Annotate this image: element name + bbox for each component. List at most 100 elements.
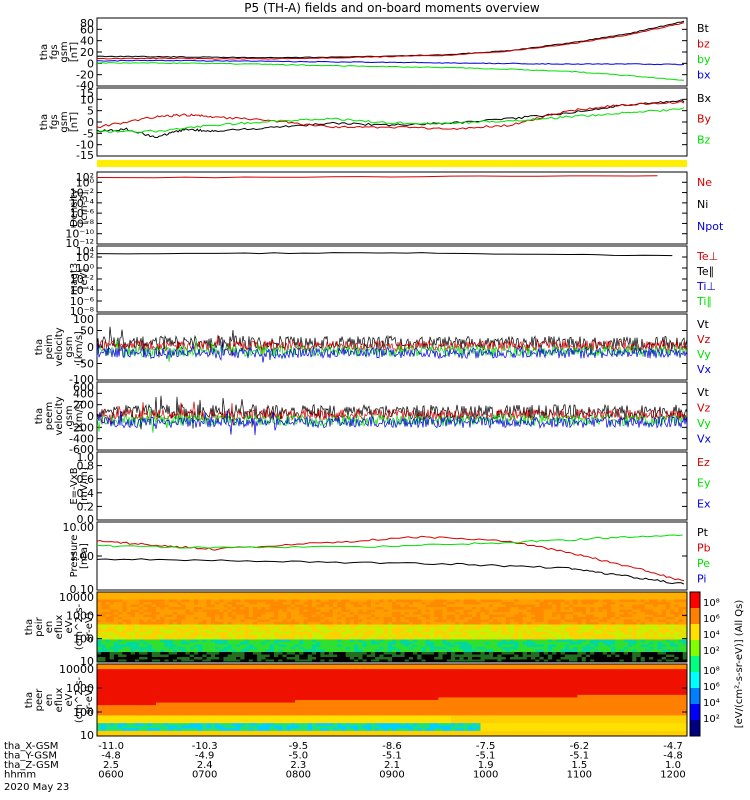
y-tick-label: 10⁻⁸ bbox=[70, 305, 95, 318]
series-line bbox=[96, 175, 658, 179]
x-tick-label: 1000 bbox=[473, 770, 498, 781]
y-axis-label: magt3 bbox=[69, 263, 80, 296]
y-tick-label: 1000 bbox=[66, 609, 94, 622]
y-tick-label: 10² bbox=[76, 251, 94, 264]
legend-entry: Vz bbox=[697, 402, 711, 415]
x-tick-label: 2.5 bbox=[103, 760, 119, 771]
x-tick-label: -5.1 bbox=[476, 751, 496, 762]
y-tick-label: 10⁻⁴ bbox=[70, 284, 95, 297]
legend-entry: Bx bbox=[697, 92, 712, 105]
series-line bbox=[96, 107, 685, 133]
y-axis-label: tha bbox=[24, 619, 35, 635]
legend-entry: Vy bbox=[697, 417, 711, 430]
y-axis-label: velocity bbox=[54, 396, 65, 435]
x-tick-label: 1100 bbox=[567, 770, 592, 781]
y-tick-label: 10⁻² bbox=[70, 187, 94, 200]
y-tick-label: 100 bbox=[73, 633, 94, 646]
series-line bbox=[97, 59, 685, 66]
x-tick-label: -4.8 bbox=[663, 751, 683, 762]
y-tick-label: 50 bbox=[80, 325, 94, 338]
colorbar-tick: 10⁶ bbox=[703, 682, 720, 693]
x-tick-label: 2.4 bbox=[197, 760, 213, 771]
colorbar-tick: 10⁸ bbox=[703, 666, 720, 677]
y-tick-label: 10⁻⁴ bbox=[70, 197, 95, 210]
x-tick-label: -5.1 bbox=[382, 751, 402, 762]
panel-frame bbox=[96, 663, 688, 737]
series-line bbox=[96, 558, 685, 585]
series-line bbox=[96, 99, 685, 138]
series-line bbox=[96, 339, 688, 362]
panel-frame bbox=[96, 451, 688, 521]
yellow-status-bar bbox=[97, 160, 687, 167]
panel-frame bbox=[96, 521, 688, 591]
y-axis-label: tha bbox=[34, 339, 45, 355]
x-axis: tha_X-GSM -11.0 -10.3 -9.5 -8.6 -7.5 -6.2 -4.7 t… bbox=[4, 741, 686, 793]
y-tick-label: 600 bbox=[73, 381, 94, 394]
x-tick-label: 0800 bbox=[286, 770, 311, 781]
y-tick-label: 1000 bbox=[66, 682, 94, 695]
y-axis-label: fgs bbox=[49, 44, 60, 59]
legend-entry: Ti⊥ bbox=[696, 280, 716, 293]
y-tick-label: 0.8 bbox=[77, 460, 95, 473]
x-row-label: tha_X-GSM bbox=[4, 741, 58, 752]
panel-peer-eflux: 10000 1000 100 10 tha peer en eflux eV (cm^2-s-sr… bbox=[24, 663, 688, 742]
y-axis-label: peim bbox=[44, 334, 55, 359]
legend-entry: Npot bbox=[697, 220, 724, 233]
series-line bbox=[96, 341, 688, 363]
y-axis-label: [mV/m] bbox=[79, 467, 90, 505]
y-tick-label: 10⁻¹² bbox=[65, 237, 94, 250]
y-axis-label: eflux bbox=[54, 688, 65, 713]
panel-e-field: 1.00.80.60.40.20.0 E=-VxB [mV/m] Ez Ey Ex bbox=[69, 451, 711, 526]
legend-entry: Bz bbox=[697, 133, 711, 146]
y-axis-label: eflux bbox=[54, 615, 65, 640]
x-tick-label: 1200 bbox=[660, 770, 685, 781]
y-axis-label: [km/s] bbox=[74, 400, 85, 432]
y-axis-label: fgs bbox=[49, 114, 60, 129]
y-axis-label: [nT] bbox=[69, 112, 80, 132]
y-axis-label: gsm bbox=[59, 41, 70, 62]
colorbar-tick: 10² bbox=[703, 646, 720, 657]
series-line bbox=[96, 534, 683, 549]
y-axis-label: [km/s] bbox=[74, 331, 85, 363]
x-tick-label: -4.8 bbox=[101, 751, 121, 762]
y-tick-label: 0.4 bbox=[77, 487, 95, 500]
legend-entry: Vz bbox=[697, 333, 711, 346]
legend-entry: Ey bbox=[697, 477, 711, 490]
x-tick-label: 2.3 bbox=[290, 760, 306, 771]
y-axis-label: eV bbox=[64, 620, 75, 633]
x-tick-label: -8.6 bbox=[382, 741, 402, 752]
panel-frame bbox=[96, 591, 688, 663]
y-tick-label: 10000 bbox=[59, 591, 94, 604]
y-tick-label: 10 bbox=[80, 729, 94, 742]
y-axis-label: gsm bbox=[59, 111, 70, 132]
y-axis-label: velocity bbox=[54, 327, 65, 366]
y-tick-label: 10⁻⁸ bbox=[70, 217, 95, 230]
y-tick-label: -10 bbox=[76, 139, 94, 152]
x-tick-label: 1.5 bbox=[571, 760, 587, 771]
y-tick-label: 80 bbox=[80, 17, 94, 30]
legend-entry: Bt bbox=[697, 22, 710, 35]
colorbar-tick: 10² bbox=[703, 714, 720, 725]
series-line bbox=[96, 409, 688, 433]
y-axis-label: [cm-3] bbox=[79, 191, 90, 224]
y-tick-label: 10 bbox=[80, 655, 94, 668]
y-axis-label: [nPa] bbox=[79, 543, 90, 569]
legend-entry: Vx bbox=[697, 433, 712, 446]
x-tick-label: 1.9 bbox=[478, 760, 494, 771]
y-tick-label: -200 bbox=[69, 421, 94, 434]
y-tick-label: 10⁰ bbox=[76, 262, 95, 275]
y-tick-label: 0.0 bbox=[77, 513, 95, 526]
y-tick-label: 100 bbox=[73, 313, 94, 326]
y-axis-label: tha bbox=[39, 44, 50, 60]
y-tick-label: 15 bbox=[80, 87, 94, 100]
y-axis-label: peem bbox=[44, 402, 55, 430]
x-tick-label: -4.7 bbox=[663, 741, 683, 752]
panel-peir-eflux: 10000 1000 100 10 tha peir en eflux eV (cm^2-s-sr… bbox=[24, 591, 688, 668]
y-axis-label: (cm^2-s- bbox=[74, 603, 85, 650]
panel-frame bbox=[96, 87, 688, 157]
